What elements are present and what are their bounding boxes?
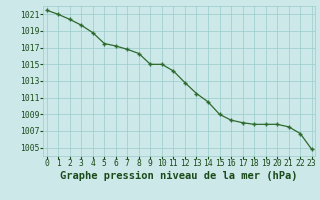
X-axis label: Graphe pression niveau de la mer (hPa): Graphe pression niveau de la mer (hPa) xyxy=(60,171,298,181)
